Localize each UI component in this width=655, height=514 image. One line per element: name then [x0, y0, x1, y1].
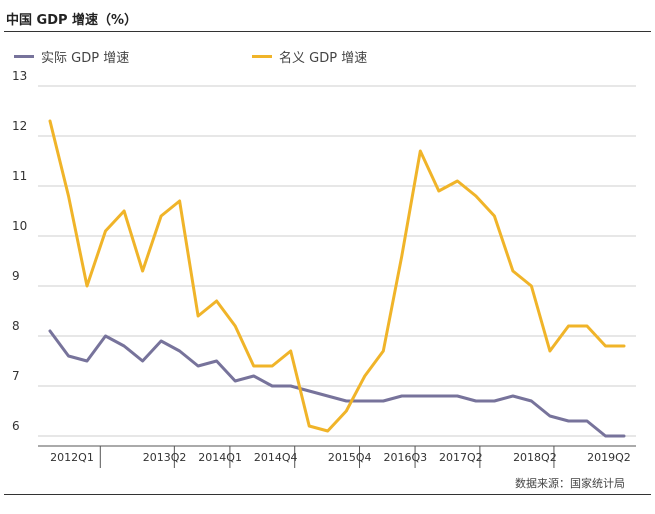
series-lines [48, 119, 626, 438]
x-tick-label-2014Q4: 2014Q4 [254, 451, 298, 464]
grid-lines [38, 85, 636, 437]
x-tick-label-2019Q2: 2019Q2 [587, 451, 631, 464]
x-tick-label-2014Q1: 2014Q1 [198, 451, 242, 464]
y-tick-label-6: 6 [12, 419, 20, 433]
x-axis-ticks: 2012Q1 2013Q2 2014Q1 2014Q4 2015Q4 2016Q3 2017… [50, 446, 631, 468]
legend-item-nominal: 名义 GDP 增速 [252, 47, 367, 66]
page-title: 中国 GDP 增速（%） [6, 13, 138, 28]
top-divider [4, 31, 651, 32]
x-tick-label-2017Q2: 2017Q2 [439, 451, 483, 464]
x-tick-label-2015Q4: 2015Q4 [328, 451, 372, 464]
y-tick-label-12: 12 [12, 119, 27, 133]
legend-label-real: 实际 GDP 增速 [41, 51, 130, 66]
source-note: 数据来源：国家统计局 [515, 477, 625, 490]
legend-label-nominal: 名义 GDP 增速 [279, 51, 368, 66]
y-tick-label-7: 7 [12, 369, 20, 383]
series-line-nominal-gdp [48, 119, 626, 433]
x-tick-label-2018Q2: 2018Q2 [513, 451, 557, 464]
y-axis-ticks: 6 7 8 9 10 11 12 13 [12, 69, 27, 433]
legend-item-real: 实际 GDP 增速 [14, 47, 129, 66]
y-tick-label-9: 9 [12, 269, 20, 283]
y-tick-label-8: 8 [12, 319, 20, 333]
bottom-divider [4, 494, 651, 495]
x-tick-label-2013Q2: 2013Q2 [143, 451, 187, 464]
x-tick-label-2016Q3: 2016Q3 [383, 451, 427, 464]
y-tick-label-10: 10 [12, 219, 27, 233]
legend-swatch-nominal [252, 55, 272, 58]
legend-swatch-real [14, 55, 34, 58]
legend: 实际 GDP 增速 名义 GDP 增速 [0, 47, 655, 66]
series-line-real-gdp [48, 329, 626, 438]
y-tick-label-13: 13 [12, 69, 27, 83]
y-tick-label-11: 11 [12, 169, 27, 183]
x-tick-label-2012Q1: 2012Q1 [50, 451, 94, 464]
